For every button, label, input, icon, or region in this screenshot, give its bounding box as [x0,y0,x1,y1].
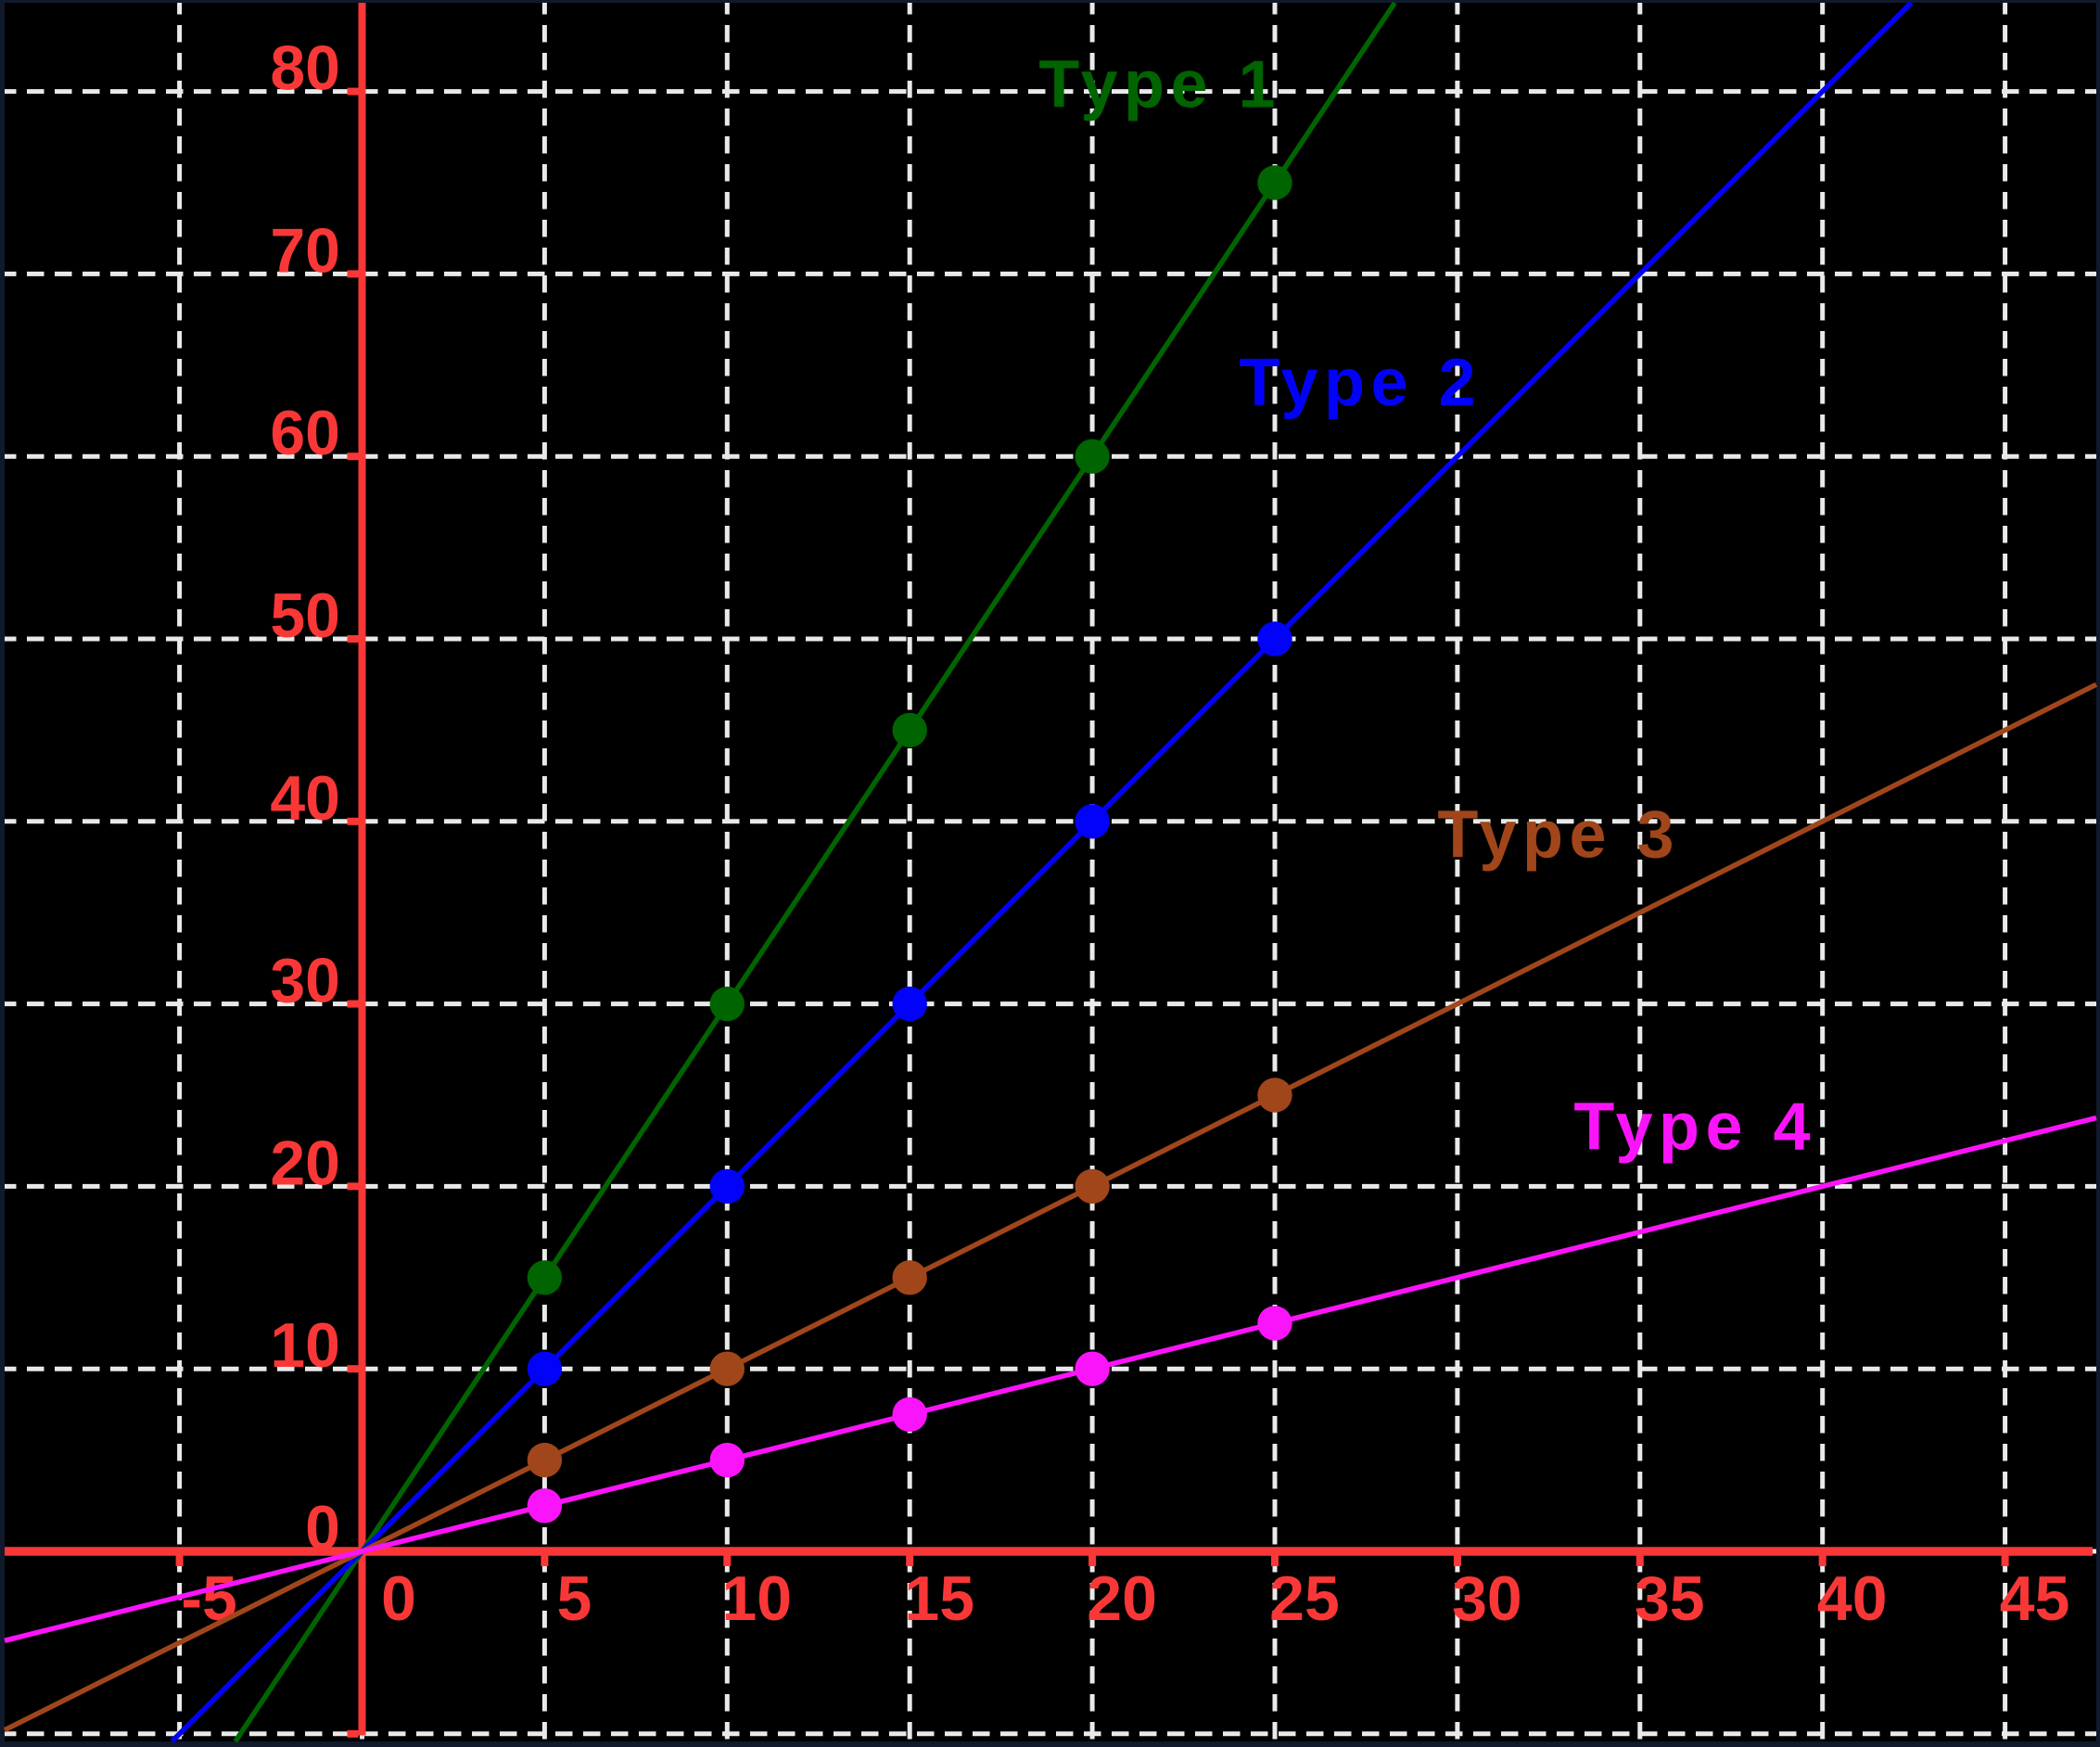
svg-text:45: 45 [2000,1563,2070,1634]
svg-text:10: 10 [270,1310,340,1381]
svg-text:Type 1: Type 1 [1038,48,1281,122]
svg-text:40: 40 [1817,1563,1888,1634]
svg-text:Type 2: Type 2 [1239,346,1482,420]
svg-text:10: 10 [721,1563,792,1634]
svg-text:Type 3: Type 3 [1437,797,1680,872]
svg-text:20: 20 [270,1128,340,1198]
svg-text:5: 5 [556,1563,592,1634]
svg-text:60: 60 [270,398,340,468]
svg-text:80: 80 [270,33,340,104]
svg-text:20: 20 [1087,1563,1157,1634]
svg-text:35: 35 [1635,1563,1705,1634]
svg-text:40: 40 [270,763,340,834]
svg-text:0: 0 [381,1563,416,1634]
svg-text:70: 70 [270,215,340,286]
svg-text:50: 50 [270,580,340,651]
svg-text:25: 25 [1269,1563,1340,1634]
svg-text:Type 4: Type 4 [1573,1090,1816,1165]
svg-text:15: 15 [904,1563,974,1634]
svg-text:-5: -5 [181,1563,236,1634]
svg-text:0: 0 [305,1493,340,1563]
svg-text:30: 30 [1452,1563,1522,1634]
svg-text:30: 30 [270,946,340,1016]
